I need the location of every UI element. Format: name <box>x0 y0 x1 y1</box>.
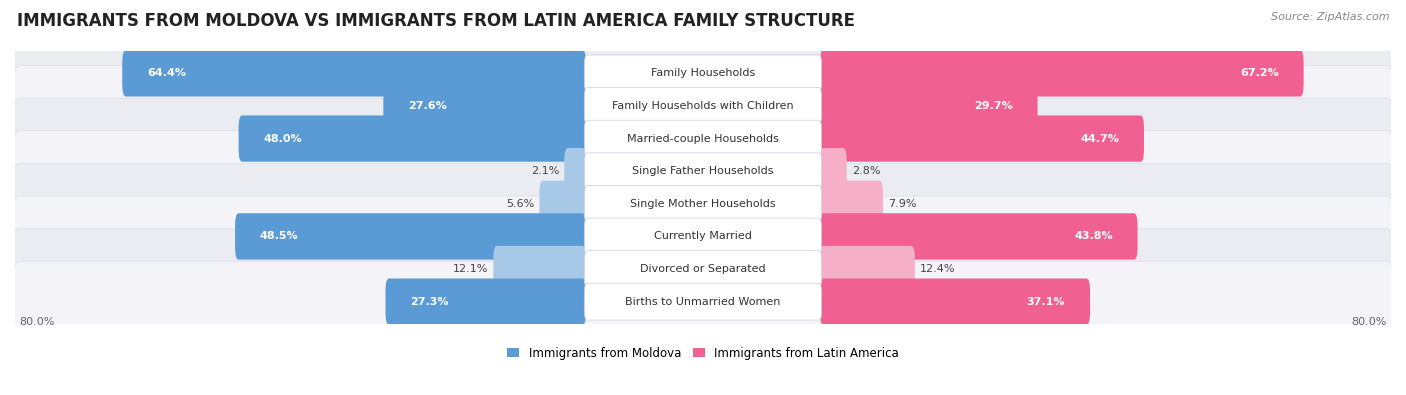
FancyBboxPatch shape <box>585 283 821 320</box>
FancyBboxPatch shape <box>585 153 821 190</box>
Text: Source: ZipAtlas.com: Source: ZipAtlas.com <box>1271 12 1389 22</box>
FancyBboxPatch shape <box>13 98 1393 179</box>
Text: 44.7%: 44.7% <box>1080 134 1119 144</box>
Text: Family Households: Family Households <box>651 68 755 78</box>
Text: 43.8%: 43.8% <box>1074 231 1112 241</box>
FancyBboxPatch shape <box>235 213 586 260</box>
Text: 27.6%: 27.6% <box>408 101 447 111</box>
Text: Currently Married: Currently Married <box>654 231 752 241</box>
Text: 5.6%: 5.6% <box>506 199 534 209</box>
Text: Single Mother Households: Single Mother Households <box>630 199 776 209</box>
FancyBboxPatch shape <box>239 115 586 162</box>
FancyBboxPatch shape <box>585 185 821 222</box>
FancyBboxPatch shape <box>820 181 883 227</box>
FancyBboxPatch shape <box>820 278 1090 325</box>
FancyBboxPatch shape <box>585 120 821 157</box>
Text: 12.4%: 12.4% <box>920 264 956 274</box>
FancyBboxPatch shape <box>13 261 1393 342</box>
FancyBboxPatch shape <box>13 66 1393 147</box>
FancyBboxPatch shape <box>384 83 586 129</box>
Text: Family Households with Children: Family Households with Children <box>612 101 794 111</box>
Legend: Immigrants from Moldova, Immigrants from Latin America: Immigrants from Moldova, Immigrants from… <box>508 347 898 360</box>
Text: IMMIGRANTS FROM MOLDOVA VS IMMIGRANTS FROM LATIN AMERICA FAMILY STRUCTURE: IMMIGRANTS FROM MOLDOVA VS IMMIGRANTS FR… <box>17 12 855 30</box>
FancyBboxPatch shape <box>385 278 586 325</box>
FancyBboxPatch shape <box>585 55 821 92</box>
Text: Divorced or Separated: Divorced or Separated <box>640 264 766 274</box>
FancyBboxPatch shape <box>820 213 1137 260</box>
Text: Single Father Households: Single Father Households <box>633 166 773 176</box>
FancyBboxPatch shape <box>585 88 821 124</box>
FancyBboxPatch shape <box>540 181 586 227</box>
Text: 80.0%: 80.0% <box>20 317 55 327</box>
Text: 64.4%: 64.4% <box>148 68 186 78</box>
Text: 12.1%: 12.1% <box>453 264 488 274</box>
FancyBboxPatch shape <box>585 251 821 288</box>
Text: 80.0%: 80.0% <box>1351 317 1386 327</box>
FancyBboxPatch shape <box>13 164 1393 244</box>
Text: 67.2%: 67.2% <box>1240 68 1278 78</box>
FancyBboxPatch shape <box>820 246 915 292</box>
Text: Married-couple Households: Married-couple Households <box>627 134 779 144</box>
Text: 37.1%: 37.1% <box>1026 297 1066 307</box>
Text: 48.0%: 48.0% <box>263 134 302 144</box>
FancyBboxPatch shape <box>13 196 1393 277</box>
FancyBboxPatch shape <box>820 83 1038 129</box>
Text: 7.9%: 7.9% <box>889 199 917 209</box>
Text: 27.3%: 27.3% <box>411 297 449 307</box>
FancyBboxPatch shape <box>13 131 1393 212</box>
Text: Births to Unmarried Women: Births to Unmarried Women <box>626 297 780 307</box>
Text: 29.7%: 29.7% <box>974 101 1012 111</box>
FancyBboxPatch shape <box>122 50 586 96</box>
Text: 2.1%: 2.1% <box>530 166 560 176</box>
Text: 48.5%: 48.5% <box>260 231 298 241</box>
FancyBboxPatch shape <box>820 50 1303 96</box>
FancyBboxPatch shape <box>564 148 586 194</box>
FancyBboxPatch shape <box>820 115 1144 162</box>
Text: 2.8%: 2.8% <box>852 166 880 176</box>
FancyBboxPatch shape <box>13 229 1393 309</box>
FancyBboxPatch shape <box>494 246 586 292</box>
FancyBboxPatch shape <box>13 33 1393 114</box>
FancyBboxPatch shape <box>585 218 821 255</box>
FancyBboxPatch shape <box>820 148 846 194</box>
